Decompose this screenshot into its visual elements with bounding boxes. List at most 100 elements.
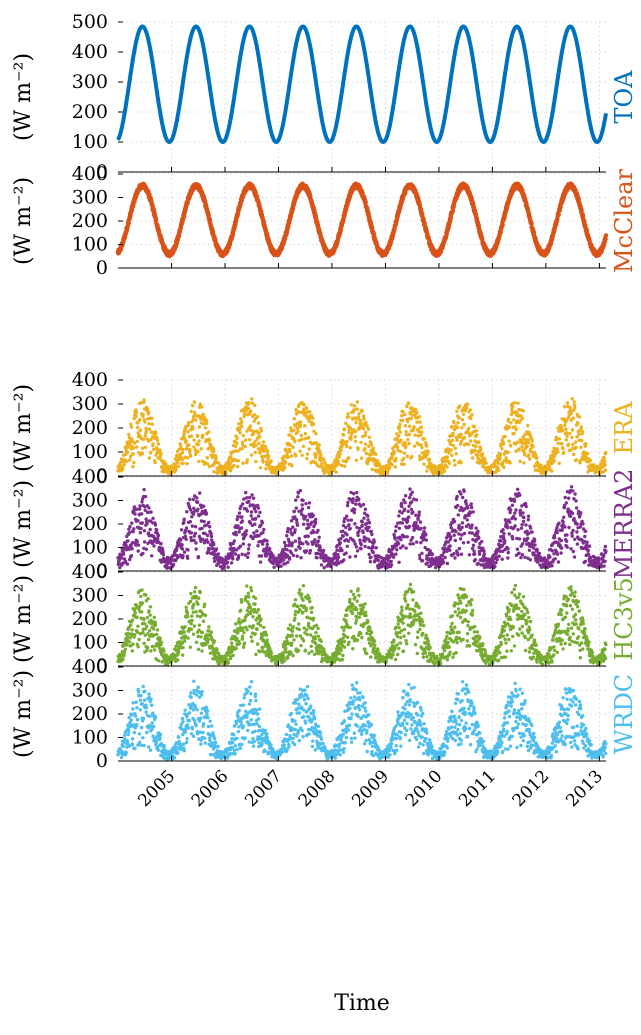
data-point <box>187 421 190 424</box>
data-point <box>571 397 574 400</box>
data-point <box>255 444 258 447</box>
data-point <box>449 443 452 446</box>
data-point <box>471 456 474 459</box>
data-point <box>419 443 422 446</box>
y-tick-label: 100 <box>72 131 108 153</box>
data-point <box>312 422 315 425</box>
data-point <box>406 438 409 441</box>
data-point <box>205 419 208 422</box>
data-point <box>567 443 570 446</box>
data-point <box>417 430 420 433</box>
data-point <box>604 233 608 237</box>
data-point <box>247 401 250 404</box>
data-point <box>181 448 184 451</box>
data-point <box>426 451 429 454</box>
data-point <box>574 446 577 449</box>
data-point <box>400 414 403 417</box>
data-point <box>565 431 568 434</box>
data-point <box>136 426 139 429</box>
data-point <box>401 410 404 413</box>
data-point <box>479 448 482 451</box>
data-point <box>450 425 453 428</box>
data-point <box>240 425 243 428</box>
data-point <box>185 462 188 465</box>
data-point <box>155 436 158 439</box>
data-point <box>555 438 558 441</box>
data-point <box>296 430 299 433</box>
data-point <box>147 422 150 425</box>
data-point <box>574 440 577 443</box>
data-point <box>269 459 272 462</box>
data-point <box>477 440 480 443</box>
data-point <box>458 404 461 407</box>
data-point <box>413 444 416 447</box>
data-point <box>154 461 157 464</box>
data-point <box>456 421 459 424</box>
data-point <box>132 461 135 464</box>
data-point <box>481 452 484 455</box>
y-tick-label: 0 <box>96 257 108 279</box>
data-point <box>191 427 194 430</box>
data-point <box>207 430 210 433</box>
data-point <box>197 439 200 442</box>
data-point <box>121 467 124 470</box>
data-point <box>229 462 232 465</box>
data-point <box>364 443 367 446</box>
data-point <box>522 461 525 464</box>
data-point <box>400 439 403 442</box>
data-point <box>516 402 519 405</box>
data-point <box>518 447 521 450</box>
data-point <box>535 457 538 460</box>
series-label-toa: TOA <box>610 70 638 124</box>
data-point <box>527 438 530 441</box>
data-point <box>566 434 569 437</box>
data-point <box>525 445 528 448</box>
data-point <box>299 424 302 427</box>
data-point <box>256 415 259 418</box>
data-point <box>145 429 148 432</box>
data-point <box>414 433 417 436</box>
data-point <box>202 422 205 425</box>
data-point <box>294 408 297 411</box>
data-point <box>406 455 409 458</box>
data-point <box>244 438 247 441</box>
data-point <box>419 433 422 436</box>
data-point <box>422 462 425 465</box>
data-point <box>359 441 362 444</box>
data-point <box>265 460 268 463</box>
data-point <box>303 403 306 406</box>
data-point <box>342 433 345 436</box>
data-point <box>354 421 357 424</box>
data-point <box>253 404 256 407</box>
data-point <box>156 439 159 442</box>
data-point <box>196 450 199 453</box>
data-point <box>450 454 453 457</box>
data-point <box>260 429 263 432</box>
data-point <box>241 462 244 465</box>
series-label-mcclear: McClear <box>610 168 638 273</box>
data-point <box>530 222 534 226</box>
data-point <box>194 418 197 421</box>
data-point <box>133 441 136 444</box>
data-point <box>463 436 466 439</box>
data-point <box>142 413 145 416</box>
data-point <box>370 443 373 446</box>
data-point <box>350 403 353 406</box>
data-point <box>448 451 451 454</box>
data-point <box>253 413 256 416</box>
data-point <box>503 435 506 438</box>
data-point <box>349 446 352 449</box>
data-point <box>353 404 356 407</box>
data-point <box>241 447 244 450</box>
data-point <box>550 469 553 472</box>
data-point <box>405 433 408 436</box>
data-point <box>317 447 320 450</box>
data-point <box>527 441 530 444</box>
data-point <box>294 454 297 457</box>
data-point <box>148 427 151 430</box>
data-point <box>452 421 455 424</box>
data-point <box>144 434 147 437</box>
